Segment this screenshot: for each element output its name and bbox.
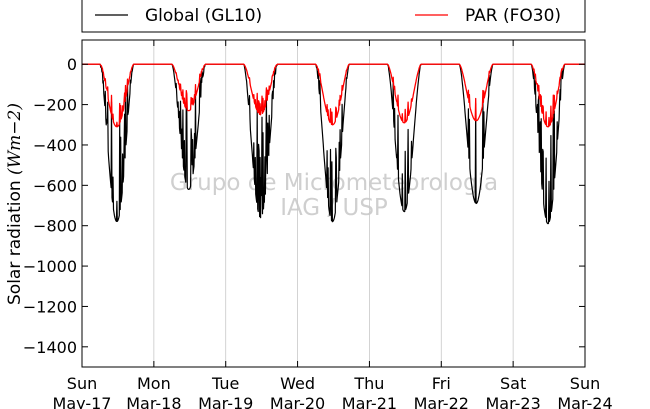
x-tick-label-day: Sun bbox=[570, 374, 600, 393]
legend-label-par: PAR (FO30) bbox=[465, 6, 561, 26]
watermark-line-1: Grupo de Micrometeorologia bbox=[170, 170, 498, 196]
x-tick-label-day: Fri bbox=[432, 374, 451, 393]
grid-lines bbox=[153, 40, 514, 367]
y-tick-label: −800 bbox=[33, 217, 77, 236]
series-line-global bbox=[82, 63, 585, 225]
y-tick-label: −400 bbox=[33, 136, 77, 155]
x-tick-label-date: Mar-21 bbox=[342, 394, 397, 409]
x-tick-label-date: Mar-22 bbox=[414, 394, 469, 409]
legend-box bbox=[81, 0, 586, 33]
x-tick-label-date: Mar-20 bbox=[270, 394, 325, 409]
y-tick-label: −1200 bbox=[23, 297, 77, 316]
plot-frame bbox=[81, 39, 586, 368]
x-tick-label-day: Wed bbox=[280, 374, 315, 393]
x-tick-label-day: Sun bbox=[67, 374, 97, 393]
legend: Global (GL10) PAR (FO30) bbox=[81, 0, 586, 33]
x-tick-label-day: Mon bbox=[137, 374, 171, 393]
x-tick-label-date: Mar-24 bbox=[557, 394, 612, 409]
x-tick-label-date: Mar-19 bbox=[198, 394, 253, 409]
x-tick-label-day: Tue bbox=[211, 374, 239, 393]
y-tick-label: −600 bbox=[33, 176, 77, 195]
y-tick-label: −1400 bbox=[23, 338, 77, 357]
y-tick-label: −1000 bbox=[23, 257, 77, 276]
y-tick-label: 0 bbox=[67, 55, 77, 74]
series-line-par bbox=[82, 63, 585, 128]
plot-series bbox=[82, 63, 585, 225]
y-tick-label: −200 bbox=[33, 96, 77, 115]
x-tick-label-day: Thu bbox=[353, 374, 384, 393]
y-axis-label: Solar radiation (Wm−2) bbox=[5, 103, 25, 305]
x-axis-ticks: SunMay-17MonMar-18TueMar-19WedMar-20ThuM… bbox=[53, 40, 613, 409]
x-tick-label-date: Mar-23 bbox=[485, 394, 540, 409]
x-tick-label-date: Mar-18 bbox=[126, 394, 181, 409]
x-tick-label-date: May-17 bbox=[53, 394, 112, 409]
y-axis-ticks: 0 −200 −400 −600 −800 −1000 −1200 −1400 bbox=[23, 55, 585, 357]
x-tick-label-day: Sat bbox=[500, 374, 526, 393]
legend-label-global: Global (GL10) bbox=[145, 6, 262, 26]
